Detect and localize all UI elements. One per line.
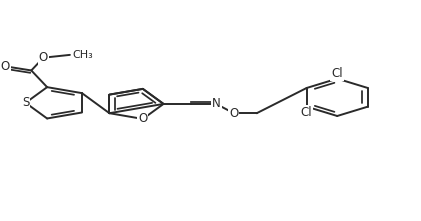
Text: O: O: [229, 107, 238, 120]
Text: O: O: [39, 51, 48, 64]
Text: CH₃: CH₃: [72, 50, 93, 60]
Text: N: N: [212, 97, 221, 110]
Text: O: O: [138, 112, 147, 126]
Text: Cl: Cl: [331, 67, 343, 80]
Text: Cl: Cl: [301, 106, 312, 119]
Text: S: S: [22, 96, 29, 109]
Text: O: O: [1, 60, 10, 73]
